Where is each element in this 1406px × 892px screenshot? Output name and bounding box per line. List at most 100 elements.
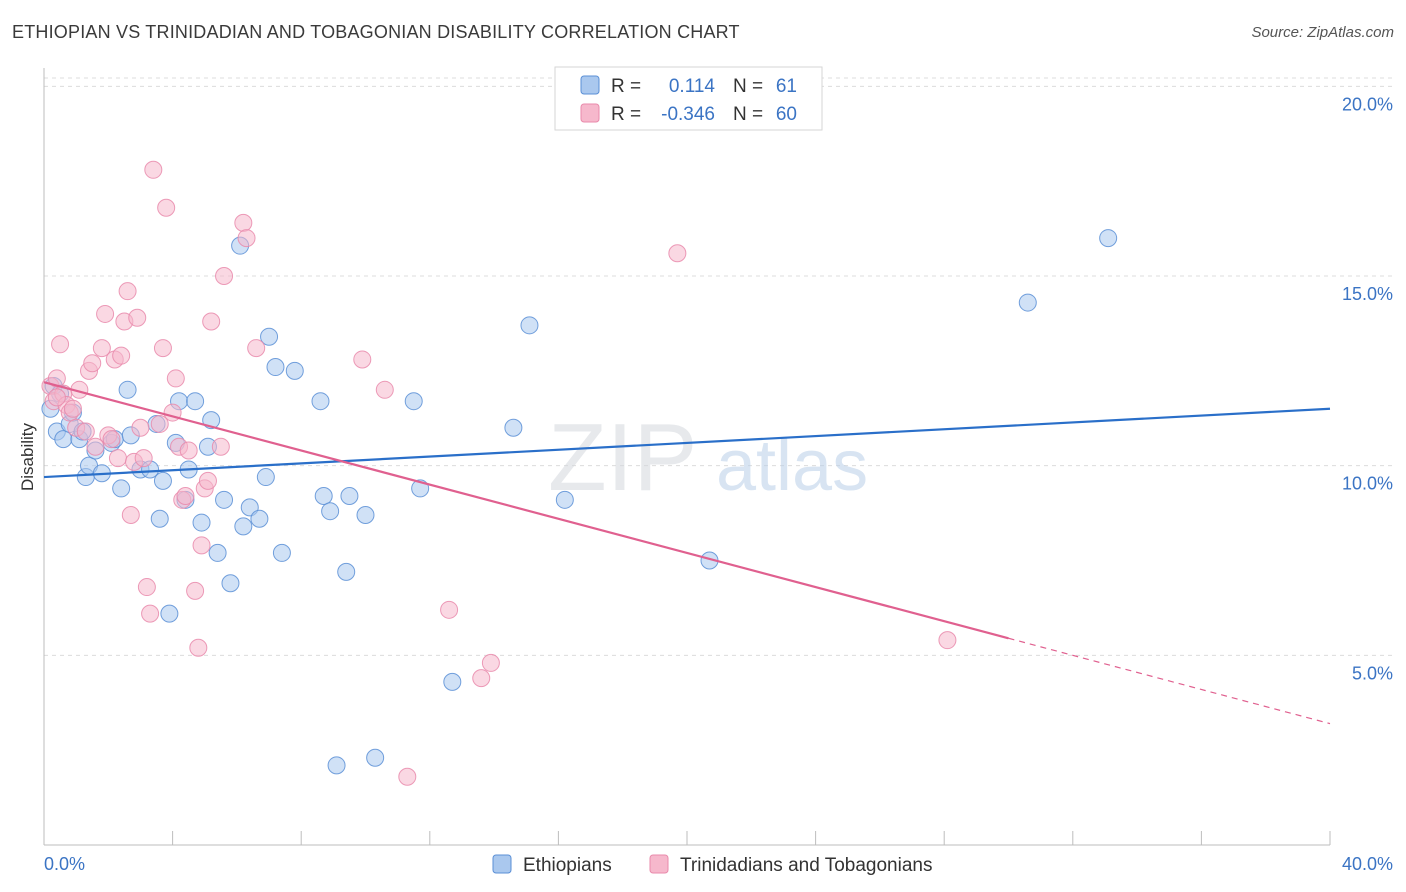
trinidadian-point <box>481 653 500 672</box>
legend-r-value-0: 0.114 <box>669 76 716 97</box>
ethiopian-point <box>443 672 462 691</box>
trinidadian-point <box>96 304 115 323</box>
trinidadian-point <box>234 213 253 232</box>
ethiopian-point <box>337 562 356 581</box>
trend-layer <box>43 381 1331 725</box>
ethiopian-point <box>150 509 169 528</box>
ethiopian-point <box>112 479 131 498</box>
trinidadian-point <box>398 767 417 786</box>
trend-line-1 <box>43 381 1009 640</box>
trinidadian-point <box>198 471 217 490</box>
ethiopian-point <box>215 490 234 509</box>
legend-n-value-1: 60 <box>776 104 797 125</box>
trinidadian-point <box>153 339 172 358</box>
ethiopian-point <box>340 487 359 506</box>
trend-line-dashed-1 <box>1008 637 1331 725</box>
trinidadian-point <box>92 339 111 358</box>
points-layer <box>41 160 1118 786</box>
y-axis-label: Disability <box>18 422 37 491</box>
ethiopian-point <box>192 513 211 532</box>
y-tick-label: 20.0% <box>1342 94 1393 114</box>
ethiopian-point <box>1099 229 1118 248</box>
trinidadian-point <box>150 414 169 433</box>
legend-n-label-1: N = <box>733 104 768 125</box>
legend-swatch-ethiopians <box>580 75 600 95</box>
trinidadian-point <box>128 308 147 327</box>
ethiopian-point <box>234 517 253 536</box>
ethiopian-point <box>221 574 240 593</box>
trinidadian-point <box>247 339 266 358</box>
ethiopian-point <box>321 502 340 521</box>
trinidadian-point <box>440 600 459 619</box>
chart-title: ETHIOPIAN VS TRINIDADIAN AND TOBAGONIAN … <box>12 22 740 42</box>
series-legend: Ethiopians Trinidadians and Tobagonians <box>492 854 932 876</box>
trinidadian-point <box>118 282 137 301</box>
y-tick-label: 15.0% <box>1342 284 1393 304</box>
trinidadian-point <box>237 229 256 248</box>
trinidadian-point <box>211 437 230 456</box>
ethiopian-point <box>266 358 285 377</box>
ethiopian-point <box>366 748 385 767</box>
legend-r-label-1: R = <box>611 104 646 125</box>
ethiopian-point <box>272 543 291 562</box>
trinidadian-point <box>192 536 211 555</box>
legend-n-value-0: 61 <box>776 76 797 97</box>
trinidadian-point <box>134 449 153 468</box>
ethiopian-point <box>314 487 333 506</box>
ethiopian-point <box>285 361 304 380</box>
trinidadian-point <box>202 312 221 331</box>
trinidadian-point <box>141 604 160 623</box>
ethiopian-point <box>404 392 423 411</box>
ethiopian-point <box>208 543 227 562</box>
legend-r-value-1: -0.346 <box>661 104 715 125</box>
trinidadian-point <box>63 399 82 418</box>
trinidadian-point <box>166 369 185 388</box>
series-legend-swatch-trinidadians <box>649 854 669 874</box>
trinidadian-point <box>938 631 957 650</box>
ethiopian-point <box>555 490 574 509</box>
ethiopian-point <box>504 418 523 437</box>
watermark: ZIP atlas <box>548 404 868 511</box>
series-legend-label-ethiopians: Ethiopians <box>523 855 612 876</box>
trinidadian-point <box>137 578 156 597</box>
ethiopian-point <box>118 380 137 399</box>
trinidadian-point <box>186 581 205 600</box>
ethiopian-point <box>160 604 179 623</box>
trinidadian-point <box>668 244 687 263</box>
trinidadian-point <box>189 638 208 657</box>
trinidadian-point <box>144 160 163 179</box>
x-tick-label-min: 0.0% <box>44 854 85 874</box>
ethiopian-point <box>327 756 346 775</box>
ethiopian-point <box>356 505 375 524</box>
trinidadian-point <box>131 418 150 437</box>
trinidadian-point <box>353 350 372 369</box>
ethiopian-point <box>186 392 205 411</box>
trinidadian-point <box>375 380 394 399</box>
y-tick-label: 10.0% <box>1342 474 1393 494</box>
trinidadian-point <box>47 388 66 407</box>
watermark-zip: ZIP <box>548 404 697 511</box>
ethiopian-point <box>250 509 269 528</box>
x-tick-label-max: 40.0% <box>1342 854 1393 874</box>
trinidadian-point <box>51 335 70 354</box>
trinidadian-point <box>76 422 95 441</box>
legend-r-label-0: R = <box>611 76 646 97</box>
ethiopian-point <box>311 392 330 411</box>
trinidadian-point <box>179 441 198 460</box>
axis-layer: 5.0% 10.0% 15.0% 20.0% <box>43 68 1393 846</box>
trinidadian-point <box>108 449 127 468</box>
trinidadian-point <box>176 487 195 506</box>
legend-n-label-0: N = <box>733 76 768 97</box>
trend-line-0 <box>43 407 1331 479</box>
ethiopian-point <box>260 327 279 346</box>
trinidadian-point <box>47 369 66 388</box>
trinidadian-point <box>83 354 102 373</box>
trinidadian-point <box>86 437 105 456</box>
stats-legend: R = 0.114 N = 61 R = -0.346 N = 60 <box>554 66 823 131</box>
grid-layer <box>44 77 1393 656</box>
trinidadian-point <box>472 669 491 688</box>
ethiopian-point <box>153 471 172 490</box>
trinidadian-point <box>112 346 131 365</box>
